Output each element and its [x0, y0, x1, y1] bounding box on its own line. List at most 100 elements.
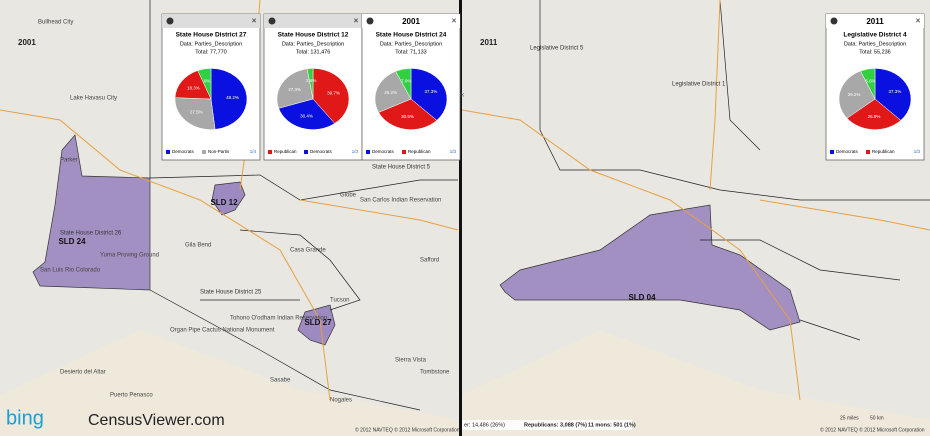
slice-label: 27.5%	[190, 109, 203, 114]
pie-slice	[174, 70, 212, 100]
pie-slice	[312, 68, 350, 124]
slice-label: 7.0%	[401, 79, 411, 84]
scale-label: 50 km	[870, 415, 884, 421]
slice-label: 27.3%	[288, 87, 301, 92]
popup-icon	[366, 17, 374, 25]
place-label: Parker	[60, 158, 78, 164]
legend-swatch	[866, 150, 870, 154]
close-button: ×	[915, 15, 920, 25]
legend-label: Republican	[408, 149, 431, 154]
popup: × State House District 12 Data: Parties_De…	[263, 13, 363, 161]
place-label: Sierra Vista	[395, 358, 427, 364]
legend-swatch	[268, 150, 272, 154]
legend-label: Non-Partis	[208, 149, 230, 154]
popup-total: Total: 55,236	[859, 49, 891, 55]
slice-label: 2.6%	[306, 78, 316, 83]
popup-year: 2011	[866, 17, 884, 26]
popup-subtitle: Data: Parties_Description	[380, 41, 442, 47]
pie-slice	[276, 68, 314, 109]
popup-header	[264, 14, 362, 28]
place-label: Safford	[420, 258, 439, 264]
place-label: Gila Bend	[185, 243, 211, 249]
slice-label: 18.3%	[187, 86, 200, 91]
map-year: 2001	[18, 38, 36, 47]
region-label: Legislative District 1	[672, 82, 726, 88]
legend-label: Democrats	[372, 149, 395, 154]
district-label: SLD 24	[58, 237, 86, 246]
legend-label: Republican	[274, 149, 297, 154]
slice-label: 6.6%	[865, 79, 875, 84]
popup-pager: 1/3	[352, 149, 359, 154]
popup-icon	[268, 17, 276, 25]
place-label: Tucson	[330, 298, 349, 304]
mexico-area	[0, 330, 460, 436]
pie-slice	[306, 68, 314, 100]
copyright: © 2012 NAVTEQ © 2012 Microsoft Corporati…	[820, 426, 925, 433]
legend-swatch	[402, 150, 406, 154]
district-borders	[539, 0, 930, 341]
district-label: SLD 12	[210, 198, 238, 207]
district-borders	[149, 0, 458, 411]
popup-year: 2001	[402, 17, 420, 26]
district-label: SLD 27	[304, 318, 332, 327]
legend-label: Republican	[872, 149, 895, 154]
pie-slice	[860, 68, 876, 100]
pie-slice	[278, 98, 336, 130]
place-label: Nogales	[330, 398, 352, 404]
map-year: 2011	[480, 38, 498, 47]
popup: × 2011 Legislative District 4 Data: Parties…	[825, 13, 925, 161]
place-label: Organ Pipe Cactus National Monument	[170, 328, 275, 334]
region-label: State House District 26	[60, 231, 122, 237]
popup-title: State House District 12	[278, 32, 349, 39]
popup-header	[362, 14, 460, 28]
popup-icon	[830, 17, 838, 25]
status-item: 11 mons: 501 (1%)	[588, 422, 636, 428]
logo-censusviewer: CensusViewer.com	[88, 412, 225, 429]
legend-swatch	[366, 150, 370, 154]
legend-label: Democrats	[172, 149, 195, 154]
pie-slice	[395, 68, 412, 100]
pie-slice	[174, 97, 216, 130]
mexico-area	[462, 330, 930, 436]
popup-total: Total: 71,133	[395, 49, 427, 55]
popup-header	[162, 14, 260, 28]
popup-header	[826, 14, 924, 28]
slice-label: 25.2%	[384, 90, 397, 95]
slice-label: 30.5%	[401, 114, 414, 119]
logo-bing: bing	[6, 407, 44, 429]
popup-subtitle: Data: Parties_Description	[844, 41, 906, 47]
popup-subtitle: Data: Parties_Description	[282, 41, 344, 47]
place-label: Desierto del Altar	[60, 370, 106, 376]
scale-label: 25 miles	[840, 415, 859, 421]
slice-label: 48.2%	[226, 95, 239, 100]
place-label: Yuma Proving Ground	[100, 253, 159, 259]
slice-label: 6%	[204, 79, 211, 84]
roads	[461, 0, 930, 401]
legend-swatch	[202, 150, 206, 154]
popup-pager: 1/4	[250, 149, 257, 154]
region-label: State House District 5	[372, 165, 431, 171]
place-label: Bullhead City	[38, 20, 73, 26]
pie-slice	[838, 70, 876, 119]
place-label: Tombstone	[420, 370, 450, 376]
pie-slice	[374, 70, 412, 113]
district-sld12	[211, 181, 246, 216]
place-label: Tohono O'odham Indian Reservation	[230, 316, 327, 322]
district-sld27	[297, 304, 336, 346]
popup-subtitle: Data: Parties_Description	[180, 41, 242, 47]
pie-slice	[410, 68, 448, 121]
slice-label: 37.3%	[425, 89, 438, 94]
region-label: Legislative District 5	[530, 46, 584, 52]
place-label: Sasabe	[270, 378, 291, 384]
popup-title: Legislative District 4	[843, 32, 907, 39]
popup-pager: 1/3	[914, 149, 921, 154]
status-item: Republicans: 3,088 (7%)	[524, 422, 587, 428]
place-label: San Carlos Indian Reservation	[360, 198, 441, 204]
popup-total: Total: 131,476	[296, 49, 331, 55]
legend-label: Democrats	[836, 149, 859, 154]
place-label: Puerto Penasco	[110, 393, 153, 399]
legend-swatch	[166, 150, 170, 154]
status-bar	[462, 420, 632, 430]
close-button: ×	[353, 15, 358, 25]
popup: × 2001 State House District 24 Data: Partie…	[361, 13, 461, 161]
